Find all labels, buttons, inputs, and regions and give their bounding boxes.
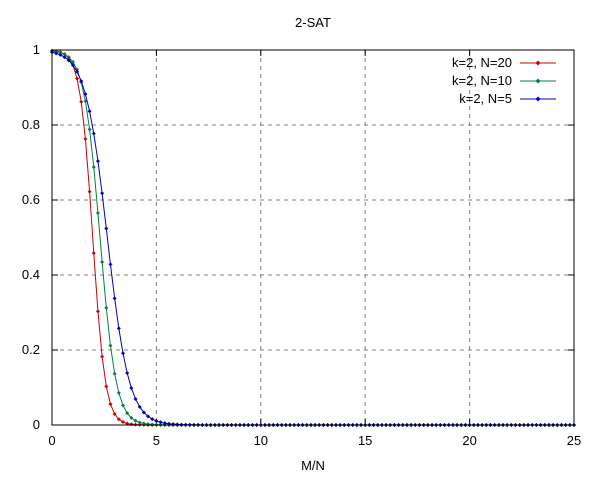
data-point: [83, 99, 88, 104]
data-point: [95, 309, 100, 314]
data-point: [87, 189, 92, 194]
data-point: [125, 371, 130, 376]
y-tick-label: 0.8: [22, 117, 40, 132]
data-point: [100, 260, 105, 265]
legend-label: k=2, N=10: [452, 73, 512, 88]
data-point: [104, 226, 109, 231]
legend-swatch-marker: [535, 60, 541, 66]
data-point: [129, 422, 134, 427]
data-point: [125, 421, 130, 426]
grid-layer: [52, 50, 574, 425]
x-axis-label: M/N: [301, 458, 325, 473]
x-tick-label: 0: [48, 433, 55, 448]
data-point: [116, 390, 121, 395]
data-point: [120, 403, 125, 408]
data-point: [129, 385, 134, 390]
x-tick-label: 10: [254, 433, 268, 448]
data-point: [91, 251, 96, 256]
data-point: [112, 412, 117, 417]
data-point: [70, 63, 75, 68]
data-point: [62, 55, 67, 60]
y-tick-label: 0.6: [22, 192, 40, 207]
x-tick-label: 20: [462, 433, 476, 448]
series-line: [51, 51, 574, 426]
data-point: [54, 51, 59, 56]
data-point: [120, 420, 125, 425]
legend: k=2, N=20 k=2, N=10 k=2, N=5: [452, 55, 556, 106]
data-point: [75, 76, 80, 81]
data-point: [95, 210, 100, 215]
legend-label: k=2, N=5: [459, 91, 512, 106]
data-point: [95, 159, 100, 164]
data-point: [66, 58, 71, 63]
data-point: [100, 354, 105, 359]
data-point: [133, 396, 138, 401]
chart-title: 2-SAT: [295, 15, 331, 30]
y-tick-label: 0.4: [22, 267, 40, 282]
series-line: [51, 50, 574, 426]
data-point: [108, 343, 113, 348]
y-tick-label: 0.2: [22, 342, 40, 357]
data-point: [70, 59, 75, 64]
data-point: [162, 421, 167, 426]
data-point: [91, 165, 96, 170]
data-point: [137, 404, 142, 409]
series-line: [51, 50, 574, 426]
data-point: [133, 418, 138, 423]
data-point: [104, 305, 109, 310]
data-point: [137, 420, 142, 425]
data-point: [112, 296, 117, 301]
data-point: [112, 371, 117, 376]
data-point: [150, 422, 155, 427]
data-point: [125, 411, 130, 416]
x-tick-label: 15: [358, 433, 372, 448]
x-tick-label: 5: [153, 433, 160, 448]
legend-swatch-marker: [535, 78, 541, 84]
plot-frame: [51, 49, 575, 426]
data-point: [83, 91, 88, 96]
data-point: [83, 137, 88, 142]
data-point: [104, 384, 109, 389]
data-point: [158, 420, 163, 425]
data-point: [150, 417, 155, 422]
data-point: [108, 402, 113, 407]
data-point: [120, 351, 125, 356]
data-point: [146, 414, 151, 419]
data-point: [116, 417, 121, 422]
legend-swatch-marker: [535, 96, 541, 102]
y-tick-label: 1: [33, 42, 40, 57]
data-point: [108, 262, 113, 267]
data-point: [79, 79, 84, 84]
data-point: [175, 422, 180, 427]
data-point: [62, 52, 67, 57]
data-point: [91, 131, 96, 136]
x-tick-label: 25: [567, 433, 581, 448]
data-point: [116, 326, 121, 331]
data-point: [58, 50, 63, 55]
data-point: [87, 109, 92, 114]
legend-label: k=2, N=20: [452, 55, 512, 70]
data-point: [100, 191, 105, 196]
data-point: [75, 69, 80, 74]
data-point: [87, 127, 92, 132]
y-tick-label: 0: [33, 417, 40, 432]
data-point: [58, 52, 63, 57]
data-point: [141, 410, 146, 415]
series-2: [50, 50, 576, 427]
data-point: [129, 415, 134, 420]
data-point: [66, 55, 71, 60]
data-point: [79, 99, 84, 104]
data-point: [154, 418, 159, 423]
